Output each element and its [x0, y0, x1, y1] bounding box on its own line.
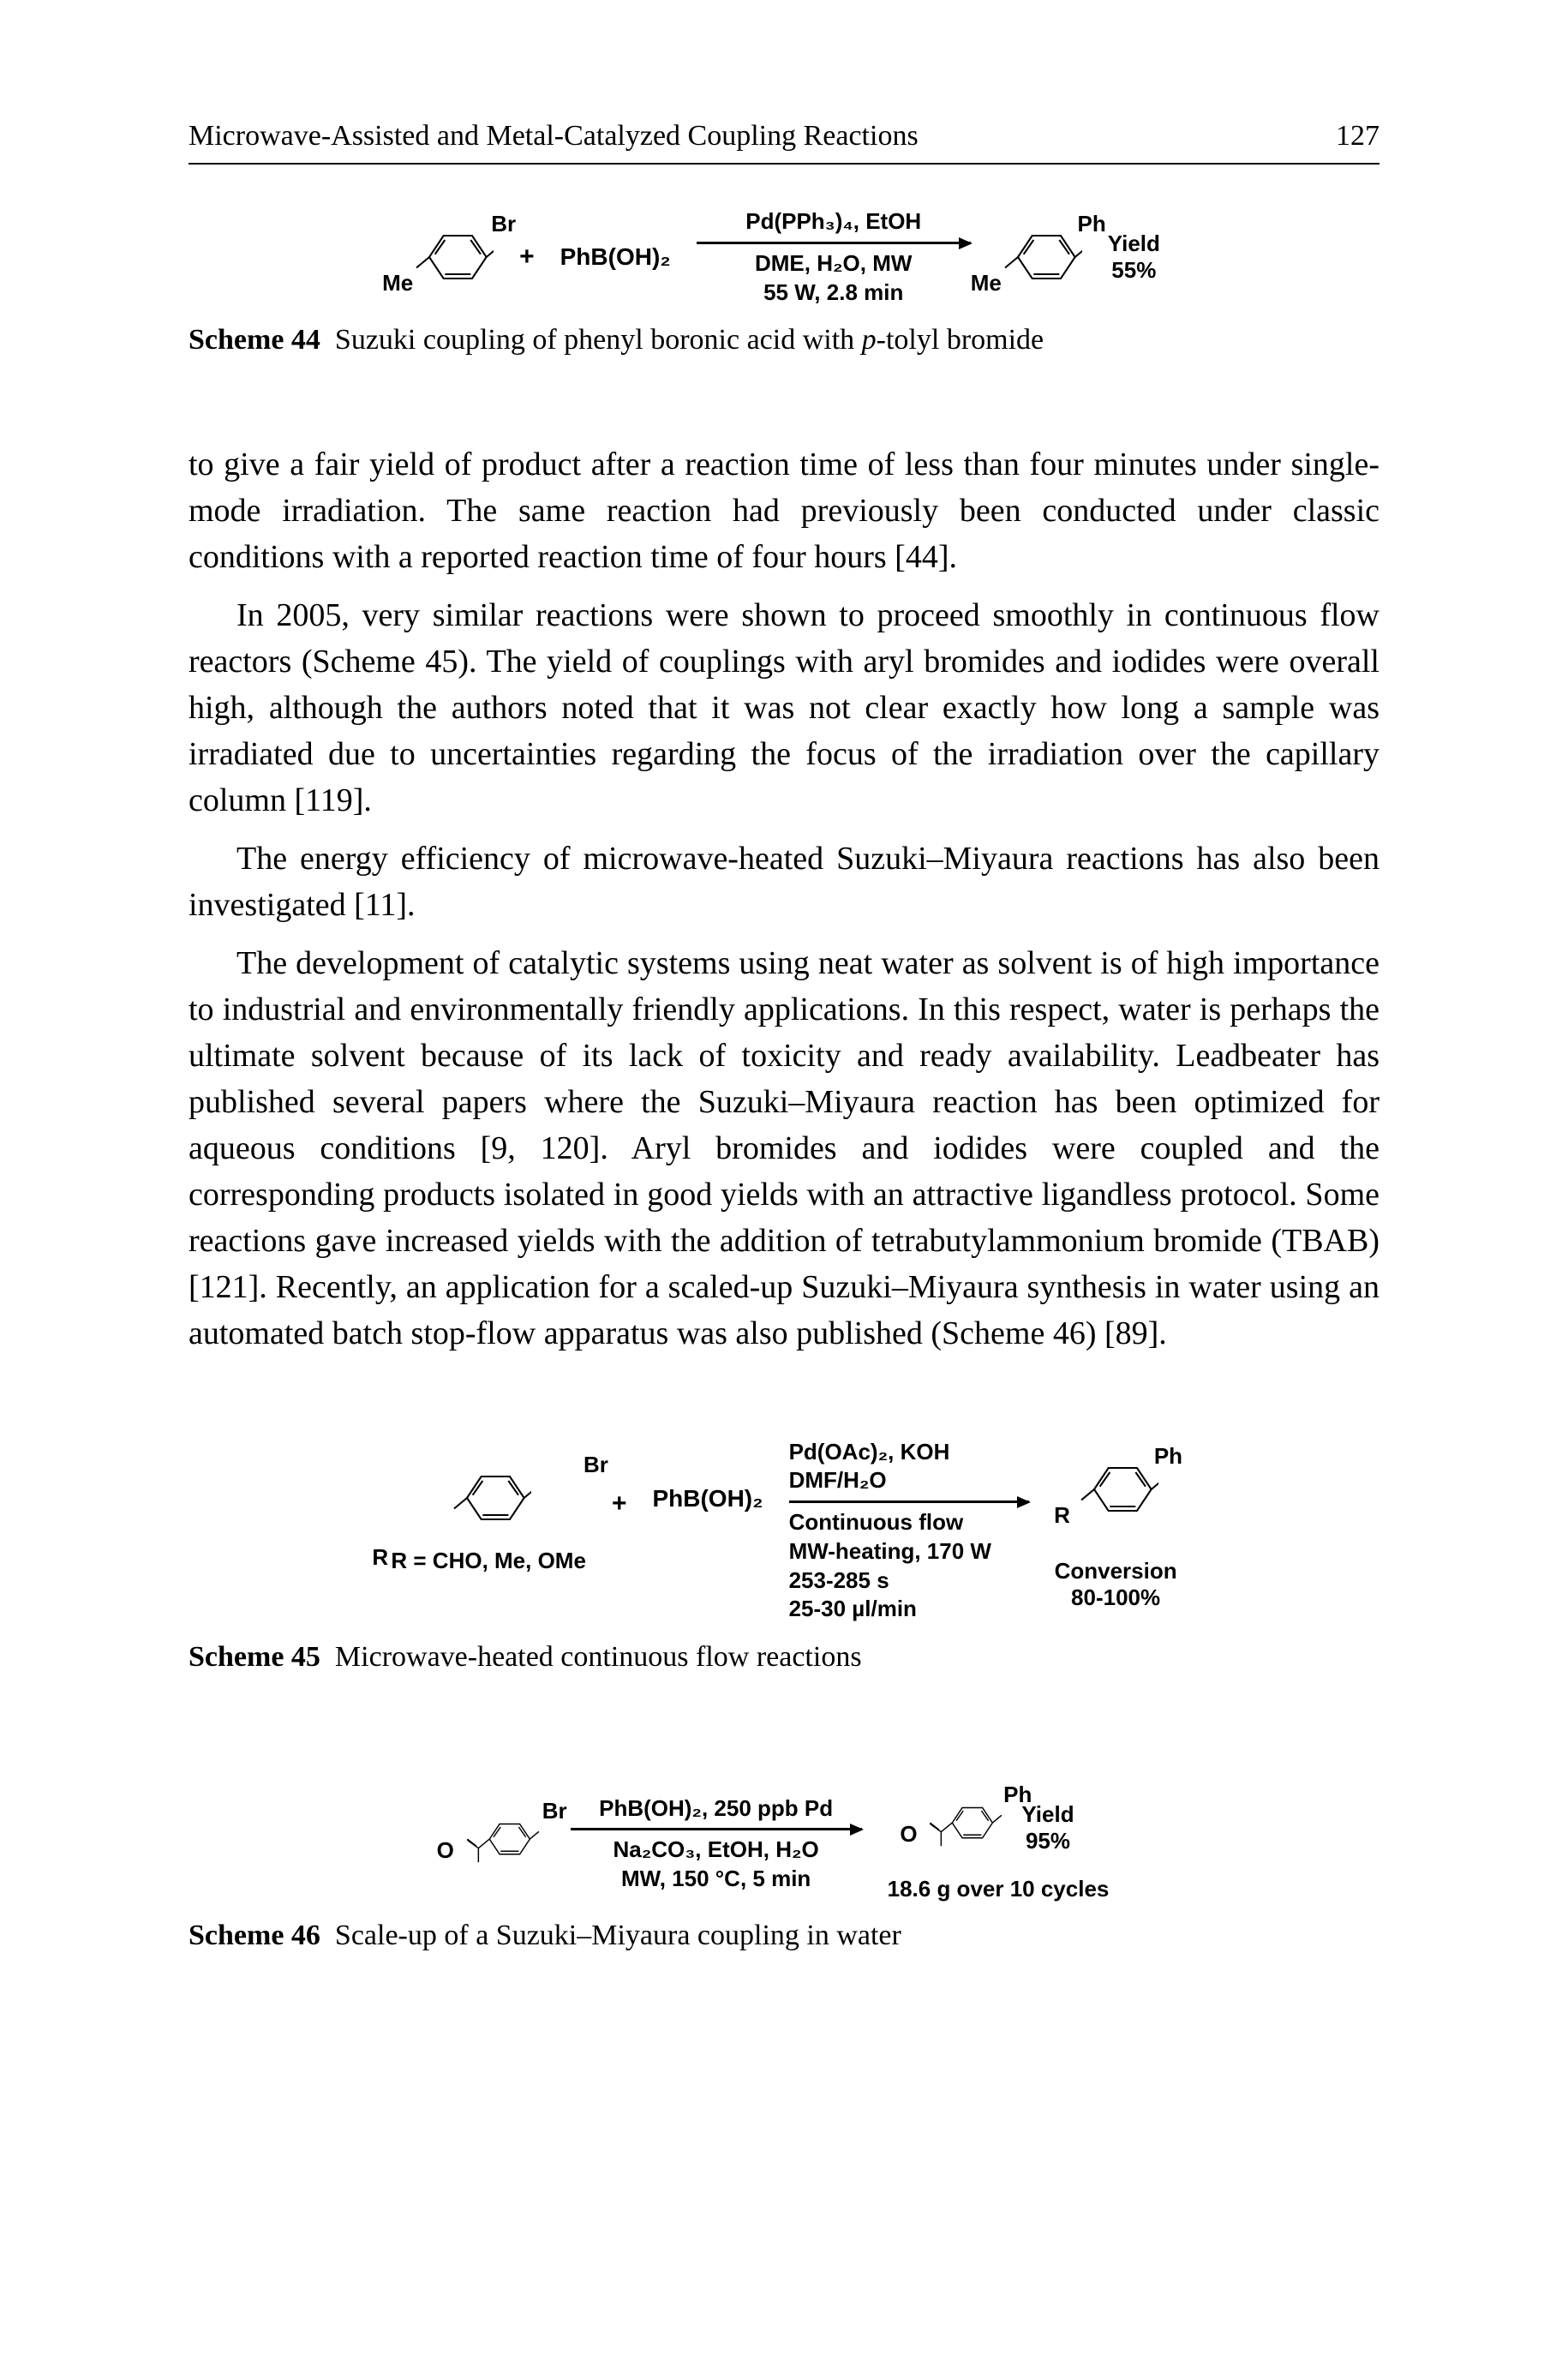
scheme46-o2-label: O [900, 1821, 917, 1848]
scheme44-ph-label: Ph [1077, 211, 1105, 237]
scheme46-yield-value: 95% [1021, 1828, 1074, 1854]
acetyl-benzene-icon [459, 1801, 545, 1887]
arrow-icon [697, 242, 971, 244]
plus-icon: + [519, 243, 535, 272]
paragraph-1: to give a fair yield of product after a … [189, 442, 1379, 581]
scheme45-arrow-bot3: 253-285 s [789, 1566, 1029, 1596]
scheme46-yield: Yield 95% [1021, 1801, 1074, 1854]
paragraph-3: The energy efficiency of microwave-heate… [189, 836, 1379, 929]
plus-icon: + [612, 1489, 627, 1518]
scheme45-caption: Scheme 45 Microwave-heated continuous fl… [189, 1641, 1379, 1674]
scheme44-arrow-bot2: 55 W, 2.8 min [697, 279, 971, 308]
scheme44-yield-label: Yield [1108, 231, 1160, 257]
scheme46-caption-label: Scheme 46 [189, 1920, 320, 1951]
scheme44-arrow-top: Pd(PPh₃)₄, EtOH [697, 207, 971, 237]
scheme45-r2-label: R [1054, 1502, 1070, 1529]
running-head: Microwave-Assisted and Metal-Catalyzed C… [189, 120, 1379, 165]
scheme46-cycles: 18.6 g over 10 cycles [888, 1876, 1110, 1902]
scheme44-reactant: Br Me [408, 214, 494, 300]
page-number: 127 [1336, 120, 1379, 153]
scheme46-arrow-bot2: MW, 150 °C, 5 min [571, 1865, 862, 1894]
scheme44-figure: Br Me + PhB(OH)₂ Pd(PPh₃)₄, EtOH DME, H₂… [189, 207, 1379, 307]
scheme45-ph-label: Ph [1154, 1443, 1182, 1470]
scheme45-figure: Br R R = CHO, Me, OMe + PhB(OH)₂ Pd(OAc)… [189, 1438, 1379, 1625]
scheme45-br-label: Br [584, 1452, 608, 1478]
scheme45-arrow-bot1: Continuous flow [789, 1508, 1029, 1537]
scheme45-conversion: Conversion 80-100% [1055, 1558, 1177, 1611]
scheme44-arrow: Pd(PPh₃)₄, EtOH DME, H₂O, MW 55 W, 2.8 m… [697, 207, 971, 307]
scheme45-reagent: PhB(OH)₂ [652, 1485, 763, 1512]
benzene-icon [446, 1455, 531, 1541]
scheme46-ph-label: Ph [1003, 1782, 1032, 1808]
scheme44-me2-label: Me [971, 270, 1002, 297]
scheme45-product: Ph R [1073, 1447, 1158, 1532]
scheme45-arrow-top1: Pd(OAc)₂, KOH [789, 1438, 1029, 1467]
scheme44-caption-text: Suzuki coupling of phenyl boronic acid w… [335, 324, 1044, 356]
scheme46-product: Ph O [922, 1785, 1008, 1871]
scheme45-r-label: R [372, 1544, 388, 1571]
scheme46-arrow-top: PhB(OH)₂, 250 ppb Pd [571, 1794, 862, 1824]
running-head-title: Microwave-Assisted and Metal-Catalyzed C… [189, 120, 919, 153]
scheme46-reactant: Br O [459, 1801, 545, 1887]
scheme45-arrow-bot4: 25-30 µl/min [789, 1595, 1029, 1624]
scheme46-br-label: Br [542, 1798, 567, 1824]
paragraph-2: In 2005, very similar reactions were sho… [189, 593, 1379, 824]
scheme45-conv-value: 80-100% [1055, 1584, 1177, 1611]
scheme44-product: Ph Me [996, 214, 1082, 300]
paragraph-4: The development of catalytic systems usi… [189, 941, 1379, 1357]
benzene-icon [408, 214, 494, 300]
scheme44-br-label: Br [491, 211, 516, 237]
scheme45-caption-label: Scheme 45 [189, 1641, 320, 1673]
scheme46-arrow: PhB(OH)₂, 250 ppb Pd Na₂CO₃, EtOH, H₂O M… [571, 1794, 862, 1894]
scheme44-yield-value: 55% [1108, 257, 1160, 284]
scheme45-caption-text: Microwave-heated continuous flow reactio… [335, 1641, 862, 1673]
benzene-icon [1073, 1447, 1158, 1532]
scheme44-yield: Yield 55% [1108, 231, 1160, 284]
arrow-icon [571, 1828, 862, 1830]
scheme46-o-label: O [437, 1837, 454, 1864]
scheme45-reactant: Br R R = CHO, Me, OMe [391, 1455, 586, 1574]
scheme45-arrow: Pd(OAc)₂, KOH DMF/H₂O Continuous flow MW… [789, 1438, 1029, 1625]
scheme45-arrow-bot2: MW-heating, 170 W [789, 1537, 1029, 1566]
scheme46-caption: Scheme 46 Scale-up of a Suzuki–Miyaura c… [189, 1920, 1379, 1952]
scheme45-conv-label: Conversion [1055, 1558, 1177, 1584]
benzene-icon [996, 214, 1082, 300]
scheme44-reagent: PhB(OH)₂ [560, 243, 671, 271]
scheme46-caption-text: Scale-up of a Suzuki–Miyaura coupling in… [335, 1920, 901, 1951]
scheme44-caption-label: Scheme 44 [189, 324, 320, 356]
scheme44-arrow-bot1: DME, H₂O, MW [697, 249, 971, 279]
arrow-icon [789, 1500, 1029, 1503]
scheme46-arrow-bot1: Na₂CO₃, EtOH, H₂O [571, 1836, 862, 1865]
scheme44-me-label: Me [382, 270, 413, 297]
acetyl-benzene-icon [922, 1785, 1008, 1871]
scheme44-caption: Scheme 44 Suzuki coupling of phenyl boro… [189, 324, 1379, 356]
scheme45-r-note: R = CHO, Me, OMe [391, 1548, 586, 1574]
scheme46-figure: Br O PhB(OH)₂, 250 ppb Pd Na₂CO₃, EtOH, … [189, 1785, 1379, 1902]
scheme45-arrow-top2: DMF/H₂O [789, 1466, 1029, 1495]
